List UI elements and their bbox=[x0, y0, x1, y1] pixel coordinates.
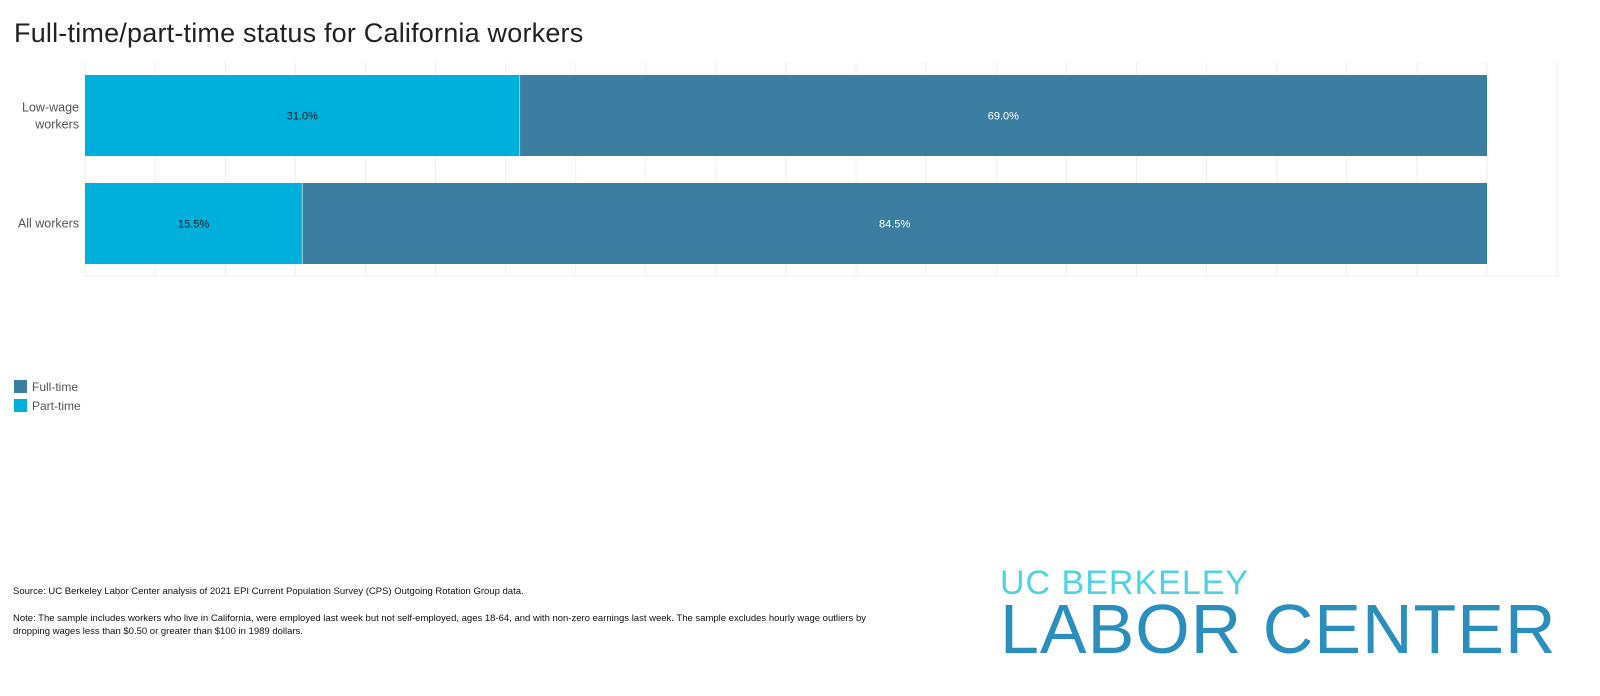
data-label: 69.0% bbox=[988, 111, 1019, 123]
category-label: All workers bbox=[18, 217, 79, 231]
logo-line-uc-berkeley: UC BERKELEY bbox=[1000, 564, 1250, 602]
logo-line-labor-center: LABOR CENTER bbox=[1000, 590, 1557, 668]
bar-segment bbox=[85, 183, 303, 264]
legend-label: Part-time bbox=[32, 398, 81, 413]
bar-segment bbox=[519, 75, 1487, 156]
labor-center-logo: UC BERKELEY LABOR CENTER bbox=[1000, 564, 1556, 670]
legend: Full-time Part-time bbox=[14, 377, 81, 415]
bar-segment bbox=[302, 183, 1487, 264]
chart-title: Full-time/part-time status for Californi… bbox=[14, 18, 584, 48]
stacked-bar-chart: Low-wage workers All workers 31.0% 69.0% 15.5… bbox=[18, 62, 1560, 277]
legend-item: Full-time bbox=[14, 377, 81, 396]
data-label: 84.5% bbox=[879, 219, 910, 231]
category-label: Low-wage workers bbox=[22, 101, 79, 132]
legend-swatch bbox=[14, 399, 27, 412]
data-label: 31.0% bbox=[287, 111, 318, 123]
data-label: 15.5% bbox=[178, 219, 209, 231]
legend-label: Full-time bbox=[32, 379, 79, 394]
source-note: Source: UC Berkeley Labor Center analysi… bbox=[13, 586, 524, 597]
legend-swatch bbox=[14, 380, 27, 393]
methodology-note: Note: The sample includes workers who li… bbox=[13, 613, 866, 638]
bar-segment bbox=[85, 75, 520, 156]
legend-item: Part-time bbox=[14, 396, 81, 415]
